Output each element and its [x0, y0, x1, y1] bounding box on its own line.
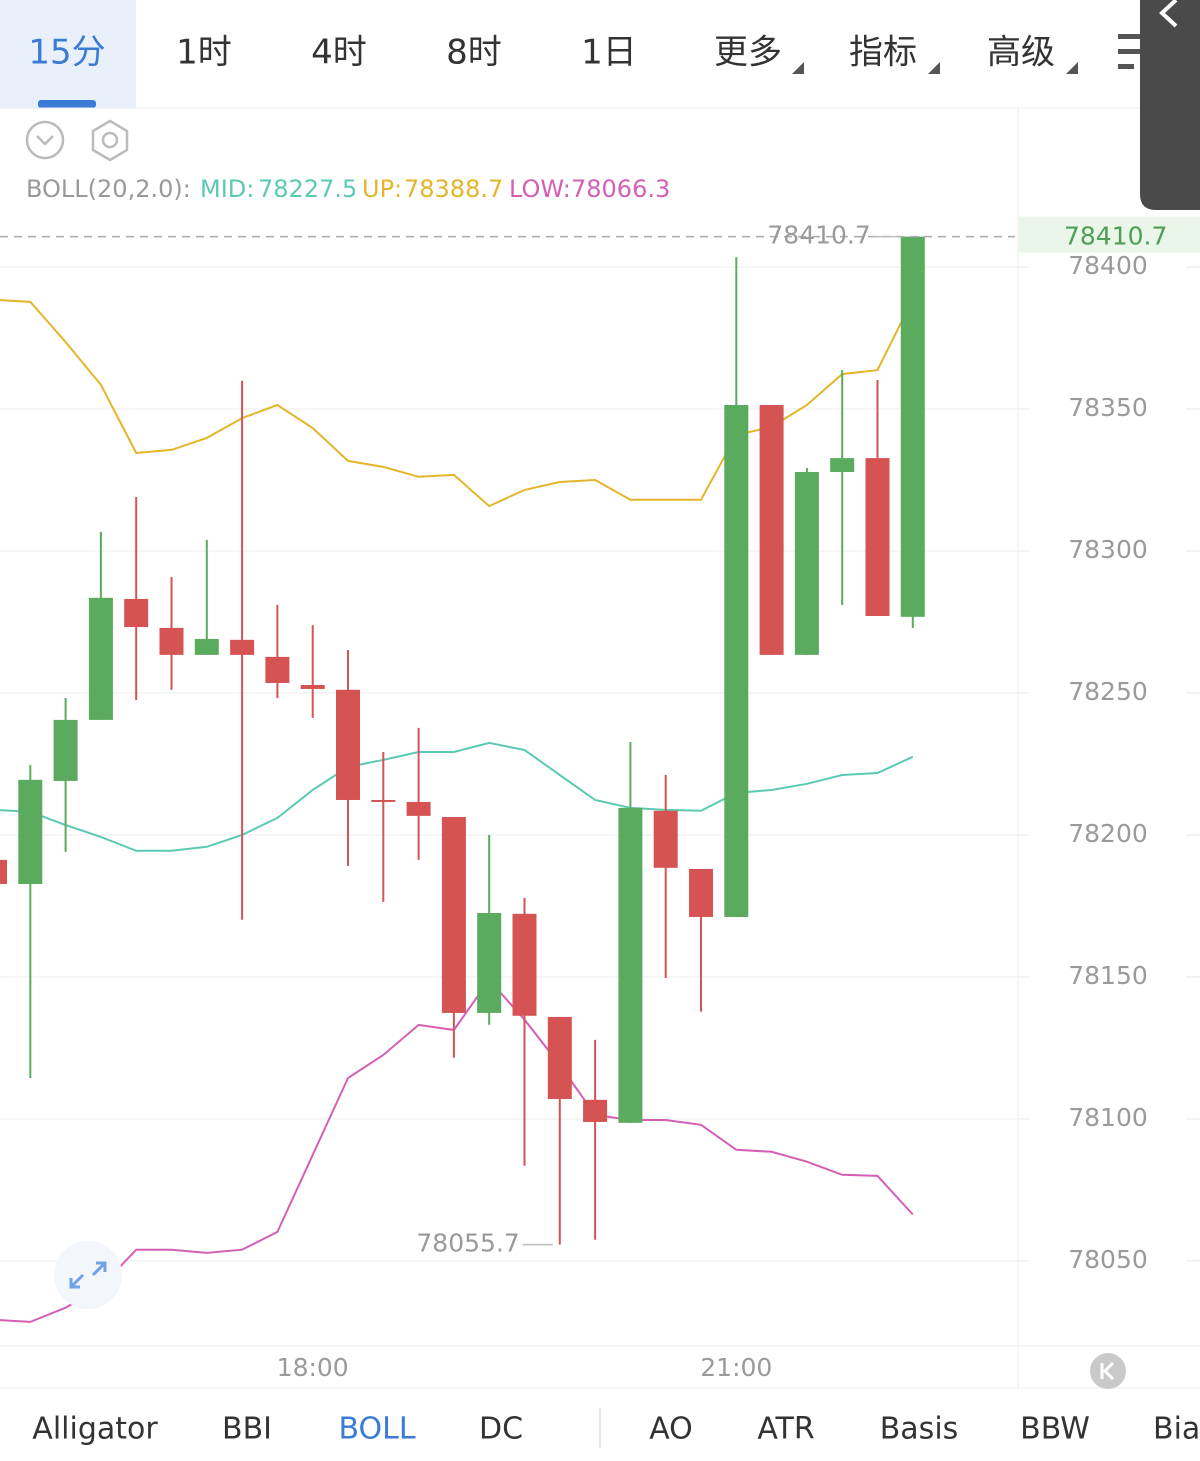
candle-body: [159, 627, 184, 655]
candle-body: [618, 807, 643, 1123]
selected-tab-bg: [0, 0, 136, 108]
y-tick-label: 78050: [1068, 1245, 1148, 1274]
y-tick-label: 78400: [1068, 251, 1148, 280]
candle-body: [759, 405, 784, 655]
candle-body: [88, 597, 113, 720]
candle-body: [0, 859, 7, 885]
indicator-line: [0, 978, 914, 1323]
candle-body: [230, 639, 255, 655]
side-panel-handle[interactable]: [1140, 0, 1200, 210]
y-tick-label: 78200: [1068, 819, 1148, 848]
settings-icon[interactable]: [91, 119, 129, 162]
candle-body: [406, 801, 431, 816]
collapse-chevron[interactable]: [1159, 0, 1178, 28]
indicator-tab[interactable]: Basis: [880, 1412, 959, 1447]
candle-body: [336, 689, 360, 800]
indicator-tab[interactable]: Alligator: [32, 1412, 158, 1447]
y-tick-label: 78100: [1068, 1103, 1148, 1132]
legend-value: 78388.7: [404, 175, 503, 203]
candle-body: [53, 719, 78, 781]
indicator-tab[interactable]: AO: [649, 1412, 693, 1447]
min-price-label: 78055.7: [416, 1229, 519, 1258]
x-tick-label: 18:00: [277, 1353, 349, 1382]
last-price-tag: [1019, 216, 1200, 253]
candle-body: [18, 779, 43, 885]
indicator-tab[interactable]: DC: [479, 1412, 523, 1447]
fullscreen-icon[interactable]: [54, 1241, 122, 1309]
y-tick-label: 78150: [1068, 961, 1148, 990]
candle-body: [689, 868, 713, 917]
candle-body: [794, 472, 819, 655]
candle-body: [477, 912, 502, 1013]
max-price-label: 78410.7: [767, 221, 870, 250]
jump-latest-icon[interactable]: [1090, 1353, 1126, 1389]
timeframe-tab[interactable]: 1日: [581, 33, 637, 73]
plot: [0, 236, 925, 1323]
candle-body: [653, 810, 678, 868]
timeframe-tab[interactable]: 8时: [446, 33, 502, 73]
candle-body: [441, 817, 466, 1013]
menu-icon[interactable]: [1118, 34, 1142, 69]
candle-body: [547, 1016, 572, 1099]
indicator-tab[interactable]: ATR: [757, 1412, 814, 1447]
timeframe-tab[interactable]: 更多: [714, 33, 782, 73]
candle-body: [583, 1099, 608, 1122]
candle-body: [865, 458, 890, 616]
candle-body: [194, 638, 219, 655]
candle-body: [512, 913, 537, 1016]
legend-name: MID:: [200, 175, 254, 203]
y-tick-label: 78250: [1068, 677, 1148, 706]
legend-value: 78227.5: [258, 175, 357, 203]
indicator-label: BOLL(20,2.0):: [26, 175, 191, 203]
indicator-tabs: Alligator BBI BOLL DC AO ATR Basis BBW Bias: [32, 1412, 1200, 1447]
indicator-legend: BOLL(20,2.0): MID: 78227.5 UP: 78388.7 LOW: 78…: [26, 175, 670, 203]
y-tick-label: 78300: [1068, 535, 1148, 564]
timeframe-tabs: 15分 1时 4时 8时 1日 更多 指标 高级: [28, 33, 1055, 73]
indicator-tab[interactable]: Bias: [1153, 1412, 1200, 1447]
axes: 78050 78100 78150 78200 78250 78300 78350 78400…: [277, 251, 1148, 1382]
timeframe-tab[interactable]: 4时: [311, 33, 367, 73]
dropdown-triangle: [928, 62, 940, 74]
candle-body: [830, 458, 855, 473]
legend-name: LOW:: [509, 175, 571, 203]
dropdown-triangle: [792, 62, 804, 74]
candle-body: [900, 236, 925, 617]
collapse-icon[interactable]: [25, 120, 65, 160]
last-price-label: 78410.7: [1064, 222, 1167, 251]
candle-body: [724, 405, 749, 917]
timeframe-tab[interactable]: 指标: [849, 33, 917, 73]
candle-body: [300, 684, 325, 689]
annotations: 78410.7 78410.7 78055.7: [0, 216, 1200, 1258]
candle-body: [124, 598, 149, 628]
indicator-tab[interactable]: BBI: [222, 1412, 272, 1447]
timeframe-tab[interactable]: 15分: [28, 33, 105, 73]
candle-body: [265, 656, 290, 683]
indicator-tab[interactable]: BOLL: [338, 1412, 415, 1447]
x-tick-label: 21:00: [700, 1353, 772, 1382]
timeframe-tab[interactable]: 1时: [176, 33, 232, 73]
indicator-tab[interactable]: BBW: [1020, 1412, 1090, 1447]
legend-value: 78066.3: [571, 175, 670, 203]
top-bar: [0, 0, 1200, 108]
dropdown-triangle: [1066, 62, 1078, 74]
indicator-line: [0, 741, 914, 852]
candle-body: [371, 799, 396, 802]
legend-name: UP:: [362, 175, 402, 203]
selected-tab-underline: [38, 100, 96, 108]
y-tick-label: 78350: [1068, 393, 1148, 422]
timeframe-tab[interactable]: 高级: [987, 33, 1055, 73]
